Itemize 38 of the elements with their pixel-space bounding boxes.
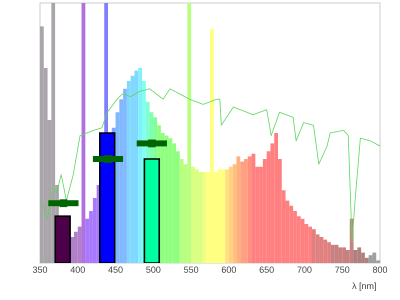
bar — [330, 244, 335, 263]
x-tick-label: 800 — [372, 266, 388, 273]
bar — [210, 28, 214, 263]
bar — [312, 229, 316, 263]
bar — [372, 252, 376, 263]
bar — [191, 166, 195, 263]
bar — [338, 247, 342, 263]
x-tick-label: 500 — [146, 266, 160, 273]
bar — [78, 226, 82, 263]
bar — [187, 2, 192, 263]
x-tick-label: 450 — [108, 266, 123, 273]
x-tick-label: 350 — [32, 266, 48, 273]
x-tick-label: 550 — [184, 266, 198, 273]
bar — [228, 166, 233, 263]
bar — [323, 240, 328, 263]
bar — [194, 169, 199, 263]
bar — [82, 2, 86, 263]
x-tick-label: 700 — [297, 266, 312, 273]
bar — [236, 156, 240, 263]
bar — [123, 88, 127, 263]
x-tick-label: 600 — [222, 266, 236, 273]
bar — [134, 70, 138, 263]
bar — [225, 169, 229, 263]
x-tick-label: 650 — [260, 266, 274, 273]
bar — [180, 159, 184, 263]
bar — [248, 156, 252, 263]
bar — [232, 164, 236, 263]
bar — [357, 247, 362, 263]
bar — [168, 138, 172, 263]
bar — [368, 255, 372, 263]
bar — [308, 226, 312, 263]
bar — [221, 169, 226, 263]
x-axis-title: λ [nm] — [352, 282, 376, 291]
bar — [40, 26, 44, 263]
x-tick-label: 750 — [335, 266, 350, 273]
bar — [202, 172, 206, 263]
bar — [342, 247, 346, 263]
x-tick-label: 400 — [70, 266, 85, 273]
